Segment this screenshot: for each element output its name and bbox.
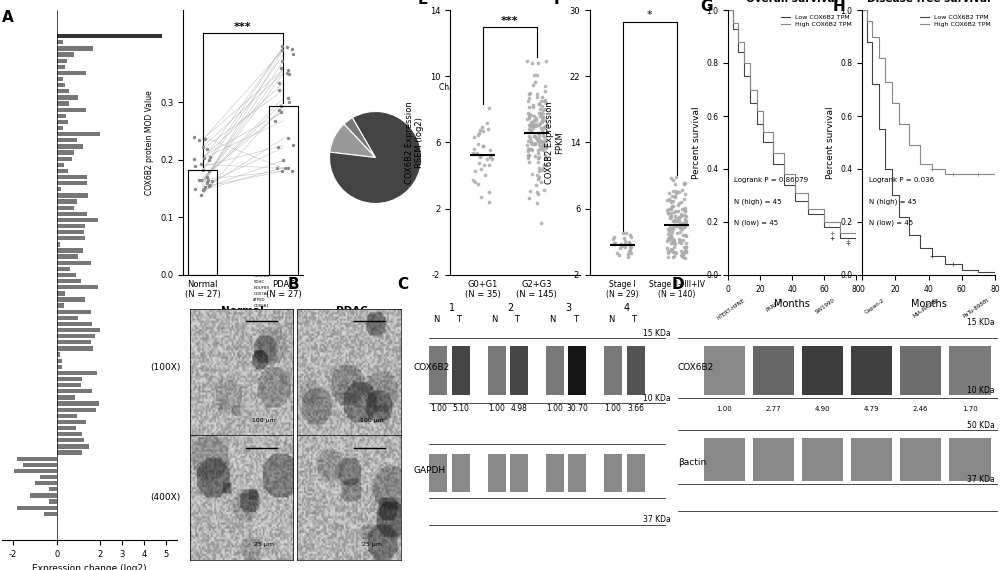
Bar bbox=[57, 303, 64, 308]
Point bbox=[538, 56, 554, 66]
Point bbox=[533, 97, 549, 106]
Point bbox=[530, 158, 546, 167]
Bar bbox=[753, 347, 794, 395]
Bar bbox=[57, 249, 83, 253]
Point bbox=[535, 139, 551, 148]
Point bbox=[664, 237, 680, 246]
Point bbox=[201, 167, 217, 176]
Point bbox=[670, 206, 686, 215]
Bar bbox=[802, 438, 843, 481]
Point bbox=[525, 80, 541, 89]
Title: Disease free survival: Disease free survival bbox=[867, 0, 990, 3]
Low COX6B2 TPM bbox=[834, 234, 846, 241]
Low COX6B2 TPM bbox=[850, 240, 862, 247]
Point bbox=[527, 139, 543, 148]
Point bbox=[675, 230, 691, 239]
Point bbox=[618, 229, 634, 238]
Point bbox=[532, 141, 548, 150]
Point bbox=[622, 241, 638, 250]
Point bbox=[523, 117, 539, 127]
Point bbox=[534, 165, 550, 174]
Low COX6B2 TPM bbox=[886, 192, 898, 199]
Text: 2: 2 bbox=[507, 303, 513, 313]
Wedge shape bbox=[330, 112, 421, 203]
Point bbox=[617, 237, 633, 246]
Bar bbox=[949, 438, 991, 481]
Point bbox=[527, 152, 543, 161]
High COX6B2 TPM bbox=[972, 171, 984, 178]
Point bbox=[667, 212, 683, 221]
Point bbox=[466, 145, 482, 154]
Point bbox=[676, 178, 692, 188]
Bar bbox=[851, 438, 892, 481]
Point bbox=[528, 133, 544, 142]
Low COX6B2 TPM bbox=[757, 139, 769, 146]
Point bbox=[527, 78, 543, 87]
X-axis label: Expression change (log2)
tumor vs. normal: Expression change (log2) tumor vs. norma… bbox=[32, 564, 147, 570]
Text: B: B bbox=[287, 277, 299, 292]
High COX6B2 TPM bbox=[732, 38, 744, 45]
Text: N: N bbox=[549, 315, 556, 324]
Y-axis label: COX6B2 Expression
FPKM: COX6B2 Expression FPKM bbox=[545, 101, 564, 184]
High COX6B2 TPM bbox=[802, 205, 814, 212]
Bar bbox=[57, 40, 63, 44]
Bar bbox=[568, 347, 586, 395]
Point bbox=[531, 100, 547, 109]
Low COX6B2 TPM bbox=[767, 160, 779, 167]
Point bbox=[281, 97, 297, 107]
Text: Logrank P = 0.036: Logrank P = 0.036 bbox=[869, 177, 934, 183]
Point bbox=[672, 235, 688, 244]
Point bbox=[525, 123, 541, 132]
X-axis label: Months: Months bbox=[774, 299, 810, 310]
Point bbox=[522, 186, 538, 196]
Point bbox=[467, 178, 483, 187]
Point bbox=[671, 238, 687, 247]
Point bbox=[532, 104, 548, 113]
Point bbox=[621, 247, 637, 256]
Point bbox=[279, 68, 295, 77]
Point bbox=[533, 110, 549, 119]
Point bbox=[677, 214, 693, 223]
Low COX6B2 TPM bbox=[873, 126, 885, 133]
Text: 1.00: 1.00 bbox=[488, 404, 505, 413]
Bar bbox=[57, 260, 91, 265]
Bar bbox=[35, 481, 57, 485]
High COX6B2 TPM bbox=[738, 60, 750, 67]
Text: 1.00: 1.00 bbox=[605, 404, 622, 413]
Point bbox=[665, 224, 681, 233]
Point bbox=[199, 173, 215, 182]
Point bbox=[534, 92, 550, 101]
Text: 25 μm: 25 μm bbox=[254, 542, 274, 547]
Bar bbox=[57, 236, 85, 241]
Text: 37 KDa: 37 KDa bbox=[643, 515, 670, 524]
Point bbox=[671, 213, 687, 222]
Point bbox=[481, 160, 497, 169]
Point bbox=[677, 253, 693, 262]
Point bbox=[521, 110, 537, 119]
Point bbox=[270, 143, 286, 152]
Point bbox=[529, 93, 545, 102]
Point bbox=[523, 136, 539, 145]
Point bbox=[529, 89, 545, 99]
Point bbox=[617, 242, 633, 251]
Point bbox=[521, 112, 537, 121]
Point bbox=[525, 100, 541, 109]
Point bbox=[538, 144, 554, 153]
Point bbox=[666, 243, 682, 252]
Point bbox=[520, 144, 536, 153]
Point bbox=[481, 197, 497, 206]
Point bbox=[536, 132, 552, 141]
High COX6B2 TPM bbox=[856, 7, 868, 14]
Low COX6B2 TPM bbox=[818, 224, 830, 231]
Point bbox=[660, 225, 676, 234]
Point bbox=[614, 242, 630, 251]
Point bbox=[284, 166, 300, 176]
Y-axis label: COX6B2 Expression
RSEM (log2): COX6B2 Expression RSEM (log2) bbox=[405, 101, 424, 184]
Text: 2.77: 2.77 bbox=[766, 406, 781, 412]
Point bbox=[285, 141, 301, 150]
Text: N (high) = 45: N (high) = 45 bbox=[734, 198, 782, 205]
Point bbox=[667, 221, 683, 230]
Point bbox=[531, 132, 547, 141]
Point bbox=[675, 253, 691, 262]
Point bbox=[195, 142, 211, 152]
